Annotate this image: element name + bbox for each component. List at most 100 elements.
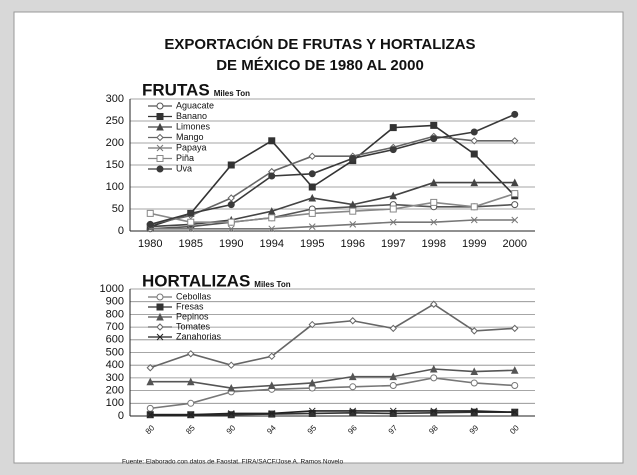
marker [470, 327, 478, 335]
marker [510, 366, 519, 374]
marker [308, 193, 317, 202]
marker [227, 411, 235, 419]
legend-marker [156, 165, 164, 173]
series-line [150, 410, 515, 416]
marker [227, 161, 235, 169]
marker [146, 411, 154, 419]
marker [511, 190, 519, 198]
marker [470, 408, 478, 416]
marker [268, 214, 276, 222]
x-tick-label: 1985 [179, 238, 203, 250]
marker [389, 372, 398, 381]
marker [470, 137, 478, 145]
legend-marker [156, 323, 164, 331]
marker [430, 218, 438, 226]
marker [267, 207, 276, 215]
chart-title: HORTALIZAS [142, 271, 250, 290]
marker [389, 146, 397, 154]
x-tick-label: 1998 [422, 238, 446, 250]
y-tick-label: 200 [106, 137, 124, 149]
marker [349, 221, 357, 228]
legend-marker [156, 113, 164, 120]
marker [349, 207, 357, 215]
legend-label: Banano [176, 111, 207, 121]
legend-marker [156, 122, 164, 131]
marker [430, 121, 438, 129]
marker [511, 201, 519, 209]
marker [389, 205, 397, 213]
marker [308, 209, 316, 217]
marker [510, 178, 519, 187]
marker [511, 110, 519, 118]
marker [389, 124, 397, 132]
legend-label: Limones [176, 121, 211, 131]
marker [389, 218, 397, 226]
marker [187, 411, 195, 419]
marker [268, 172, 276, 180]
marker [430, 409, 438, 417]
marker [430, 135, 438, 143]
legend-label: Tomates [176, 321, 211, 331]
marker [349, 383, 357, 391]
legend-label: Mango [176, 132, 204, 142]
marker [389, 382, 397, 390]
y-tick-label: 700 [106, 321, 124, 333]
marker [308, 170, 316, 178]
y-tick-label: 0 [118, 410, 124, 422]
legend-label: Aguacate [176, 100, 214, 110]
x-tick-label: 2000 [503, 238, 527, 250]
marker [349, 154, 357, 162]
legend-label: Uva [176, 163, 192, 173]
series-line [150, 192, 515, 223]
y-tick-label: 600 [106, 334, 124, 346]
marker [308, 407, 316, 415]
legend-label: Papaya [176, 142, 207, 152]
marker [470, 178, 479, 187]
series-line [150, 113, 516, 226]
legend-marker [156, 312, 164, 321]
series-line [150, 368, 515, 389]
marker [227, 383, 236, 392]
marker [268, 137, 276, 145]
marker [146, 377, 155, 386]
chart-subtitle: Miles Ton [214, 89, 250, 98]
marker [470, 216, 478, 224]
y-tick-label: 250 [106, 115, 124, 127]
marker [430, 300, 438, 308]
marker [470, 203, 478, 211]
marker [268, 352, 276, 361]
marker [187, 218, 195, 226]
x-tick-label: 1996 [341, 238, 365, 250]
legend-marker [156, 303, 164, 311]
marker [227, 361, 235, 369]
x-tick-label: 1999 [462, 238, 486, 250]
y-tick-label: 0 [118, 225, 124, 237]
slide-title: EXPORTACIÓN DE FRUTAS Y HORTALIZAS [164, 35, 475, 53]
y-tick-label: 300 [106, 93, 124, 105]
marker [470, 379, 478, 387]
marker [308, 320, 316, 329]
y-tick-label: 400 [106, 359, 124, 371]
marker [146, 209, 154, 217]
marker [146, 404, 154, 412]
y-tick-label: 500 [106, 346, 124, 358]
marker [470, 407, 478, 415]
marker [227, 201, 235, 209]
legend-marker [156, 155, 164, 162]
y-tick-label: 200 [106, 385, 124, 397]
marker [308, 183, 316, 191]
chart-subtitle: Miles Ton [254, 280, 290, 289]
marker [430, 407, 438, 415]
marker [511, 324, 519, 333]
y-tick-label: 100 [106, 397, 124, 409]
y-tick-label: 100 [106, 181, 124, 193]
y-tick-label: 1000 [100, 283, 124, 295]
marker [267, 381, 276, 390]
legend-label: Cebollas [176, 291, 212, 301]
marker [511, 216, 519, 224]
marker [227, 194, 235, 202]
legend-marker [156, 333, 164, 341]
marker [187, 225, 195, 233]
y-tick-label: 300 [106, 372, 124, 384]
